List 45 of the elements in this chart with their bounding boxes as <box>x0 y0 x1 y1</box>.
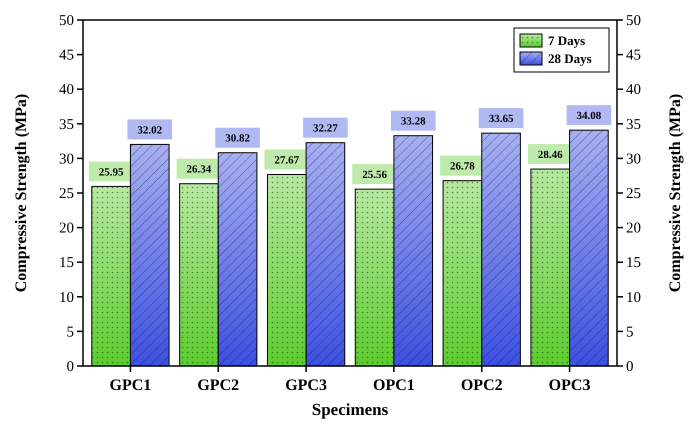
data-label: 32.02 <box>137 124 163 136</box>
data-label: 33.28 <box>400 116 426 128</box>
x-tick-label: OPC2 <box>460 377 503 394</box>
y2-tick-label: 10 <box>626 290 641 306</box>
data-label: 32.27 <box>313 122 338 135</box>
x-tick-label: GPC3 <box>285 377 327 394</box>
y2-tick-label: 0 <box>626 359 634 375</box>
y-tick-label: 5 <box>66 324 74 340</box>
data-label: 26.78 <box>450 160 476 173</box>
legend-label: 7 Days <box>548 33 586 48</box>
y2-tick-label: 35 <box>626 116 641 133</box>
data-label: 25.95 <box>98 166 124 178</box>
legend-label: 28 Days <box>548 51 592 66</box>
y2-tick-label: 45 <box>626 48 641 64</box>
y2-tick-label: 30 <box>626 151 641 168</box>
x-axis-title: Specimens <box>312 400 389 419</box>
y-tick-label: 0 <box>66 359 74 375</box>
x-tick-label: GPC2 <box>197 377 240 394</box>
y2-tick-label: 50 <box>626 13 641 29</box>
y2-tick-label: 25 <box>626 186 641 202</box>
y2-axis-title: Compressive Strength (MPa) <box>667 94 684 292</box>
y-tick-label: 35 <box>59 116 74 133</box>
y-tick-label: 15 <box>59 255 74 272</box>
y-tick-label: 45 <box>59 48 74 64</box>
y2-tick-label: 40 <box>626 82 641 98</box>
y2-tick-label: 20 <box>626 220 641 237</box>
x-tick-label: OPC1 <box>373 377 415 394</box>
data-label: 25.56 <box>362 169 388 182</box>
y2-tick-label: 5 <box>626 324 634 340</box>
data-label: 27.67 <box>274 154 300 167</box>
y-tick-label: 25 <box>59 186 74 202</box>
data-label: 33.65 <box>488 113 514 126</box>
x-tick-label: GPC1 <box>110 377 152 394</box>
data-label: 34.08 <box>576 110 602 122</box>
y-tick-label: 20 <box>59 220 74 237</box>
y-tick-label: 10 <box>59 290 74 306</box>
y-tick-label: 30 <box>59 151 74 168</box>
y-axis-title: Compressive Strength (MPa) <box>13 94 30 292</box>
y2-tick-label: 15 <box>626 255 641 272</box>
y-tick-label: 50 <box>59 13 74 29</box>
data-label: 30.82 <box>225 132 250 145</box>
data-label: 28.46 <box>538 149 564 162</box>
y-tick-label: 40 <box>59 82 74 98</box>
x-tick-label: OPC3 <box>548 377 590 394</box>
data-label: 26.34 <box>186 164 212 176</box>
